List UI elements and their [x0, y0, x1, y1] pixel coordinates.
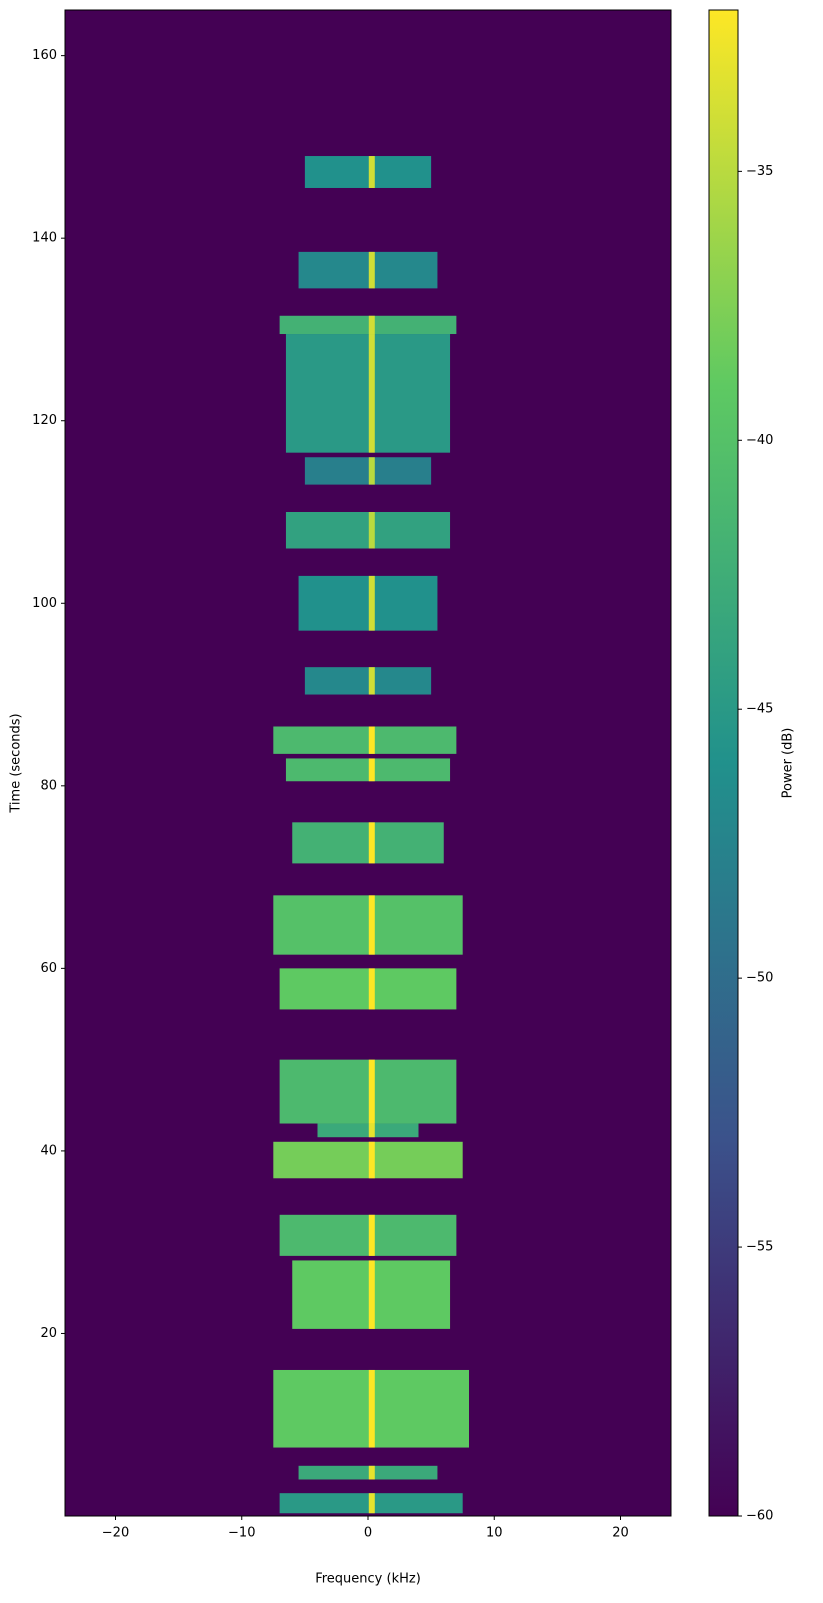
burst	[304, 457, 432, 485]
burst-peak	[368, 1141, 375, 1179]
burst-peak	[368, 895, 375, 955]
burst	[292, 822, 444, 864]
y-axis-label: Time (seconds)	[9, 713, 24, 813]
burst-peak	[368, 512, 375, 549]
colorbar-tick-label: −45	[746, 702, 773, 717]
x-tick-label: 20	[612, 1526, 629, 1541]
y-tick-label: 60	[40, 961, 57, 976]
burst-peak	[368, 156, 375, 188]
colorbar-tick-label: −50	[746, 971, 773, 986]
y-tick-label: 80	[40, 778, 57, 793]
colorbar-tick-label: −60	[746, 1509, 773, 1524]
burst	[279, 315, 457, 335]
burst-peak	[368, 1465, 375, 1480]
burst	[285, 758, 451, 782]
burst	[298, 575, 438, 631]
burst	[279, 1214, 457, 1256]
x-tick-label: −20	[102, 1526, 129, 1541]
colorbar-tick-label: −35	[746, 164, 773, 179]
burst	[298, 251, 438, 289]
y-tick-label: 40	[40, 1143, 57, 1158]
colorbar-label: Power (dB)	[781, 728, 796, 799]
burst-peak	[368, 667, 375, 695]
colorbar-tick-label: −55	[746, 1240, 773, 1255]
colorbar	[708, 9, 739, 1517]
x-tick-label: −10	[228, 1526, 255, 1541]
burst	[285, 512, 451, 549]
y-tick-label: 140	[32, 231, 57, 246]
burst-peak	[368, 726, 375, 754]
burst	[279, 1059, 457, 1124]
burst	[298, 1465, 438, 1480]
colorbar-tick-label: −40	[746, 433, 773, 448]
burst-peak	[368, 968, 375, 1010]
y-tick-label: 120	[32, 413, 57, 428]
burst-peak	[368, 1214, 375, 1256]
burst	[304, 667, 432, 695]
burst	[273, 726, 457, 754]
burst-peak	[368, 1059, 375, 1124]
burst	[317, 1123, 419, 1138]
burst	[279, 968, 457, 1010]
burst-peak	[368, 1493, 375, 1514]
burst-peak	[368, 758, 375, 782]
burst	[285, 334, 451, 453]
x-axis-label: Frequency (kHz)	[315, 1572, 421, 1587]
y-tick-label: 100	[32, 596, 57, 611]
x-tick-label: 10	[486, 1526, 503, 1541]
burst-peak	[368, 315, 375, 335]
x-tick-label: 0	[364, 1526, 372, 1541]
burst-peak	[368, 457, 375, 485]
burst-peak	[368, 1369, 375, 1448]
burst-peak	[368, 1260, 375, 1329]
burst-peak	[368, 575, 375, 631]
y-tick-label: 160	[32, 48, 57, 63]
burst	[273, 1141, 463, 1179]
burst-peak	[368, 1123, 375, 1138]
burst-peak	[368, 334, 375, 453]
y-tick-label: 20	[40, 1326, 57, 1341]
burst-peak	[368, 251, 375, 289]
burst-peak	[368, 822, 375, 864]
burst	[273, 895, 463, 955]
burst	[304, 156, 432, 188]
